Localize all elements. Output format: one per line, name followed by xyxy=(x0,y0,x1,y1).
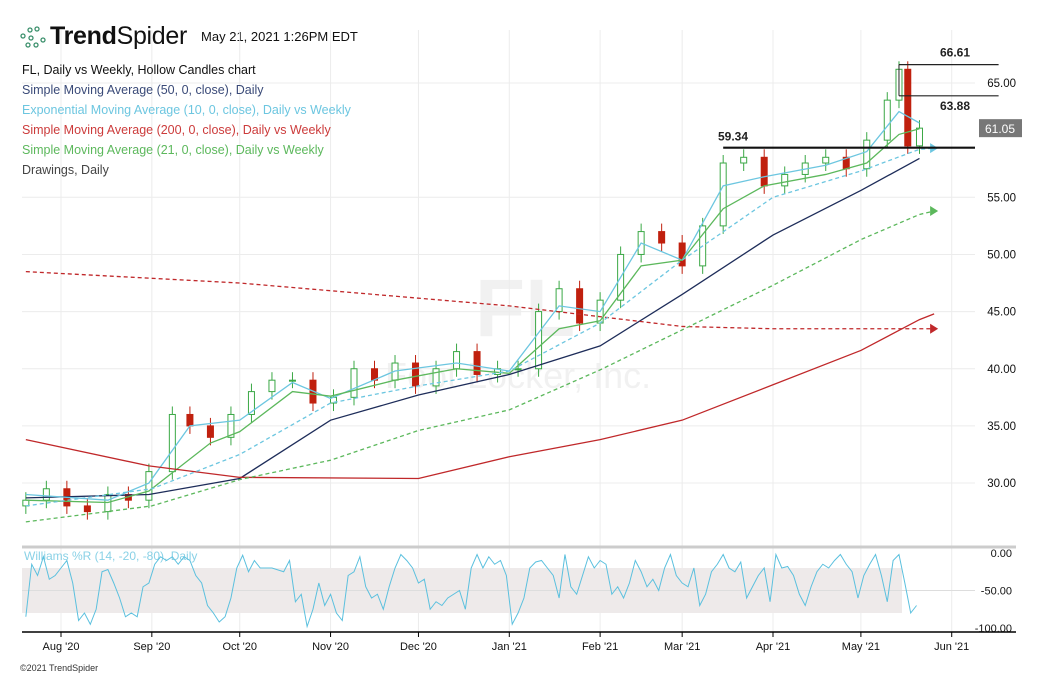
candle-body xyxy=(576,288,584,324)
candle-body xyxy=(42,488,50,501)
x-tick-label: Feb '21 xyxy=(582,641,618,653)
candle-body xyxy=(863,139,871,170)
price-tick-label: 30.00 xyxy=(987,478,1016,490)
x-tick-label: Mar '21 xyxy=(664,641,700,653)
legend-drawings[interactable]: Drawings, Daily xyxy=(22,163,109,177)
candle-body xyxy=(883,99,891,141)
level-label: 59.34 xyxy=(718,130,748,144)
candle-body xyxy=(915,127,923,147)
copyright: ©2021 TrendSpider xyxy=(20,663,99,673)
series-end-marker-icon xyxy=(930,206,939,217)
level-label: 63.88 xyxy=(940,99,970,113)
candle-body xyxy=(535,311,543,370)
x-tick-label: Sep '20 xyxy=(133,641,170,653)
candle-body xyxy=(719,162,727,227)
chart-title: FL, Daily vs Weekly, Hollow Candles char… xyxy=(22,63,256,77)
x-tick-label: Jun '21 xyxy=(934,641,969,653)
x-tick-label: Aug '20 xyxy=(43,641,80,653)
legend-sma50[interactable]: Simple Moving Average (50, 0, close), Da… xyxy=(22,83,264,97)
legend-sma200[interactable]: Simple Moving Average (200, 0, close), D… xyxy=(22,123,331,137)
x-tick-label: Jan '21 xyxy=(492,641,527,653)
candle-body xyxy=(268,379,276,393)
candle-body xyxy=(822,156,830,164)
series-sma-200-weekly xyxy=(25,313,935,480)
candle-body xyxy=(83,505,91,513)
price-tick-label: 55.00 xyxy=(987,192,1016,204)
candle-body xyxy=(288,379,296,382)
x-tick-label: Nov '20 xyxy=(312,641,349,653)
series-sma-50-daily xyxy=(25,157,920,499)
williams-r-label[interactable]: Williams %R (14, -20, -80), Daily xyxy=(24,549,198,563)
series-sma-21-weekly xyxy=(25,210,935,523)
candle-body xyxy=(432,368,440,387)
price-tick-label: 35.00 xyxy=(987,421,1016,433)
candle-body xyxy=(658,231,666,244)
x-tick-label: Oct '20 xyxy=(222,641,257,653)
candle-body xyxy=(514,368,522,371)
series-sma-21-daily xyxy=(25,128,920,504)
candle-body xyxy=(781,173,789,187)
candle-body xyxy=(186,413,194,427)
candle-body xyxy=(760,156,768,187)
candle-body xyxy=(350,368,358,398)
candle-body xyxy=(145,471,153,501)
last-price-badge xyxy=(979,119,1022,138)
price-tick-label: 45.00 xyxy=(987,307,1016,319)
chart-legend: FL, Daily vs Weekly, Hollow Candles char… xyxy=(22,60,351,180)
series-ema-10-daily xyxy=(25,110,920,501)
candle-body xyxy=(247,391,255,415)
price-tick-label: 40.00 xyxy=(987,364,1016,376)
candle-body xyxy=(740,156,748,164)
level-label: 66.61 xyxy=(940,46,970,60)
williams-tick-label: 0.00 xyxy=(991,548,1012,560)
series-ema-10-weekly xyxy=(25,147,935,507)
candle-body xyxy=(453,351,461,370)
candle-body xyxy=(904,68,912,147)
legend-ema10[interactable]: Exponential Moving Average (10, 0, close… xyxy=(22,103,351,117)
williams-tick-label: -100.00 xyxy=(975,623,1012,635)
x-tick-label: May '21 xyxy=(842,641,880,653)
last-price-label: 61.05 xyxy=(985,122,1015,136)
legend-sma21[interactable]: Simple Moving Average (21, 0, close), Da… xyxy=(22,143,324,157)
timestamp: May 21, 2021 1:26PM EDT xyxy=(201,29,358,44)
series-end-marker-icon xyxy=(930,323,939,334)
price-tick-label: 65.00 xyxy=(987,78,1016,90)
williams-r-line xyxy=(25,552,917,629)
candle-body xyxy=(206,425,214,438)
candle-body xyxy=(227,413,235,438)
x-tick-label: Apr '21 xyxy=(756,641,791,653)
price-tick-label: 50.00 xyxy=(987,249,1016,261)
candle-body xyxy=(473,351,481,375)
series-sma-200-daily-vs-weekly xyxy=(25,270,935,330)
x-tick-label: Dec '20 xyxy=(400,641,437,653)
candle-body xyxy=(168,413,176,473)
candle-body xyxy=(412,362,420,387)
williams-tick-label: -50.00 xyxy=(981,586,1012,598)
trendspider-logo-icon xyxy=(20,25,46,48)
